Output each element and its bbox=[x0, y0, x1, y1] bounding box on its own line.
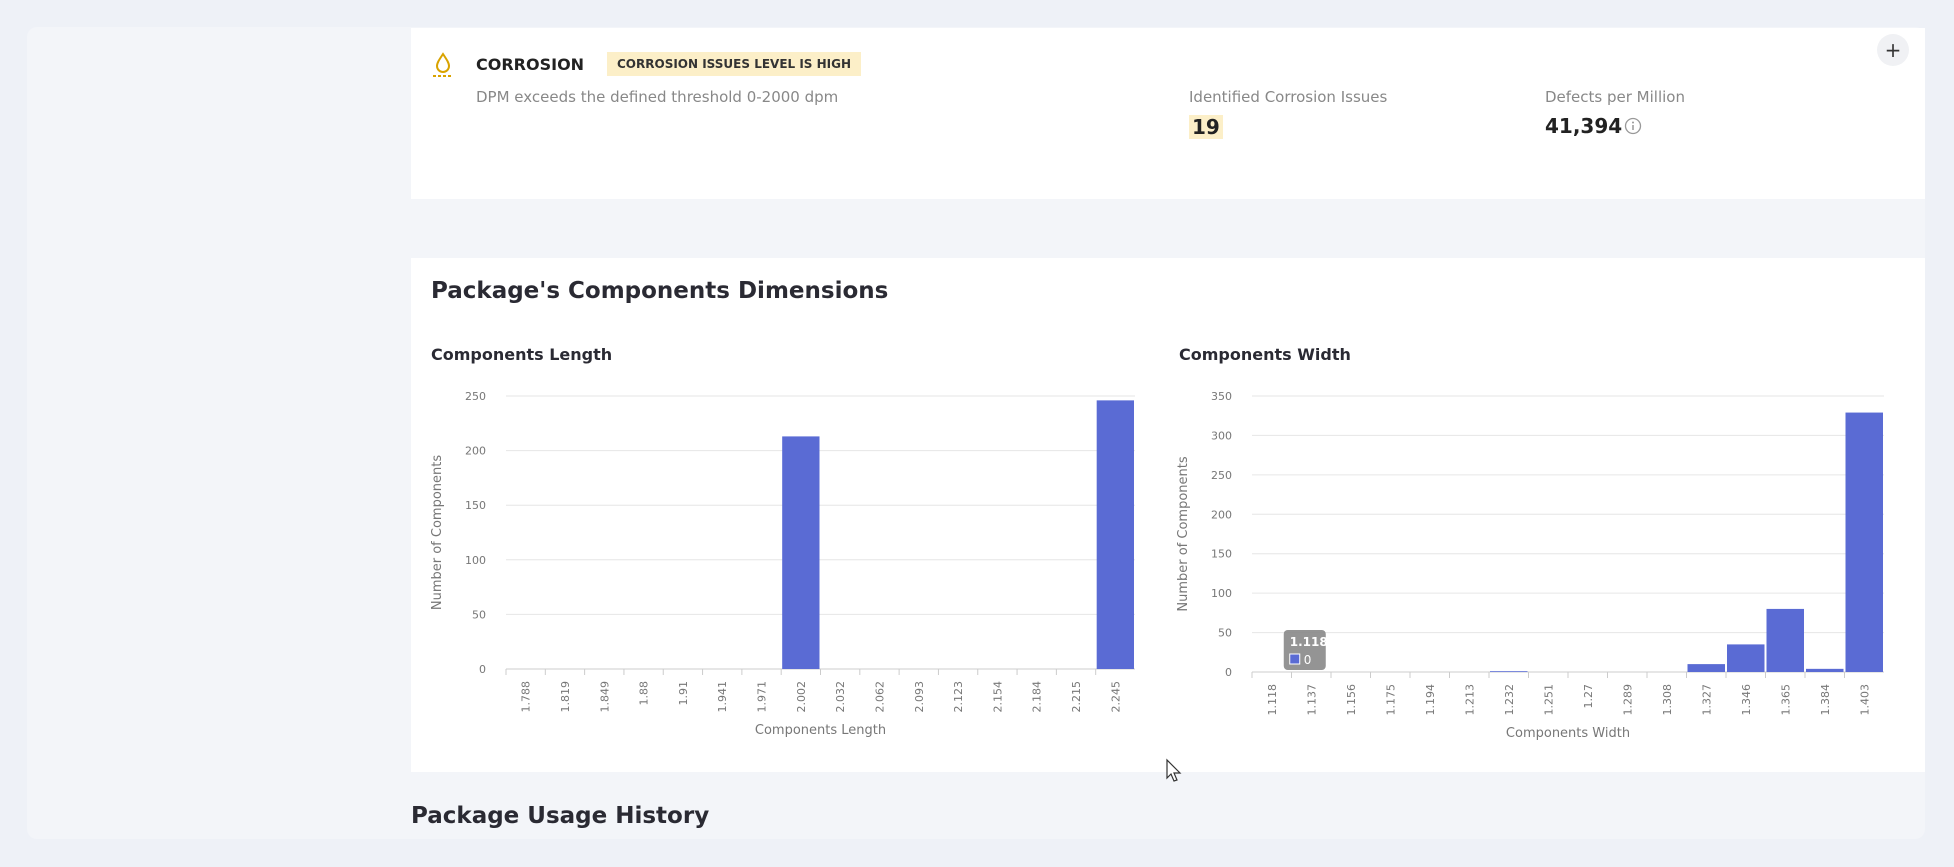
y-tick-label: 250 bbox=[1211, 469, 1232, 482]
add-button[interactable]: + bbox=[1877, 34, 1909, 66]
description: DPM exceeds the defined threshold 0-2000… bbox=[476, 88, 839, 106]
x-tick-label: 1.308 bbox=[1661, 684, 1674, 716]
x-tick-label: 2.093 bbox=[913, 681, 926, 713]
x-tick-label: 1.346 bbox=[1740, 684, 1753, 716]
x-tick-label: 1.232 bbox=[1503, 684, 1516, 716]
x-tick-label: 2.123 bbox=[952, 681, 965, 713]
x-tick-label: 1.156 bbox=[1345, 684, 1358, 716]
x-tick-label: 1.91 bbox=[677, 681, 690, 706]
x-tick-label: 1.327 bbox=[1700, 684, 1713, 716]
tooltip-swatch bbox=[1289, 653, 1301, 665]
y-tick-label: 200 bbox=[1211, 508, 1232, 521]
y-tick-label: 300 bbox=[1211, 429, 1232, 442]
bar bbox=[1096, 400, 1134, 669]
x-tick-label: 1.194 bbox=[1424, 684, 1437, 716]
drop-icon bbox=[433, 52, 453, 77]
x-tick-label: 1.88 bbox=[638, 681, 651, 706]
x-tick-label: 1.819 bbox=[559, 681, 572, 713]
y-tick-label: 0 bbox=[1225, 666, 1232, 679]
x-tick-label: 2.184 bbox=[1031, 681, 1044, 713]
status-badge: CORROSION ISSUES LEVEL IS HIGH bbox=[607, 52, 862, 76]
dpm-label: Defects per Million bbox=[1545, 88, 1685, 106]
y-tick-label: 100 bbox=[465, 554, 486, 567]
y-tick-label: 150 bbox=[1211, 548, 1232, 561]
y-tick-label: 250 bbox=[465, 390, 486, 403]
y-axis-label: Number of Components bbox=[1176, 456, 1191, 611]
x-tick-label: 1.384 bbox=[1819, 684, 1832, 716]
x-tick-label: 2.032 bbox=[834, 681, 847, 713]
x-tick-label: 1.403 bbox=[1858, 684, 1871, 716]
x-tick-label: 2.062 bbox=[873, 681, 886, 713]
dpm-value: 41,394 bbox=[1545, 114, 1623, 138]
bar bbox=[1727, 644, 1765, 672]
dimensions-card bbox=[411, 258, 1925, 772]
x-tick-label: 1.175 bbox=[1384, 684, 1397, 716]
x-tick-label: 2.154 bbox=[991, 681, 1004, 713]
x-tick-label: 1.849 bbox=[598, 681, 611, 713]
corrosion-title: CORROSION bbox=[476, 55, 585, 74]
y-tick-label: 50 bbox=[472, 608, 486, 621]
x-tick-label: 1.213 bbox=[1463, 684, 1476, 716]
bar bbox=[782, 436, 820, 669]
x-tick-label: 1.251 bbox=[1542, 684, 1555, 716]
x-axis-label: Components Width bbox=[1506, 726, 1630, 741]
y-tick-label: 350 bbox=[1211, 390, 1232, 403]
x-tick-label: 1.788 bbox=[520, 681, 533, 713]
tooltip-category: 1.118 bbox=[1290, 635, 1328, 649]
x-tick-label: 1.137 bbox=[1305, 684, 1318, 716]
issues-label: Identified Corrosion Issues bbox=[1189, 88, 1388, 106]
chart-title: Components Length bbox=[431, 345, 612, 364]
y-tick-label: 50 bbox=[1218, 627, 1232, 640]
section-title: Package Usage History bbox=[411, 803, 710, 829]
y-tick-label: 100 bbox=[1211, 587, 1232, 600]
bar bbox=[1687, 664, 1725, 672]
y-axis-label: Number of Components bbox=[430, 455, 445, 610]
info-icon[interactable] bbox=[1624, 117, 1642, 135]
chart-title: Components Width bbox=[1179, 345, 1351, 364]
x-tick-label: 2.002 bbox=[795, 681, 808, 713]
tooltip-value: 0 bbox=[1304, 653, 1312, 667]
x-tick-label: 1.941 bbox=[716, 681, 729, 713]
bar bbox=[1806, 668, 1844, 672]
x-tick-label: 2.215 bbox=[1070, 681, 1083, 713]
x-tick-label: 2.245 bbox=[1109, 681, 1122, 713]
tooltip: 1.118 0 bbox=[1283, 630, 1328, 670]
x-tick-label: 1.365 bbox=[1779, 684, 1792, 716]
bar bbox=[1766, 608, 1804, 672]
x-tick-label: 1.27 bbox=[1582, 684, 1595, 709]
x-axis-label: Components Length bbox=[755, 723, 886, 738]
x-tick-label: 1.289 bbox=[1621, 684, 1634, 716]
x-tick-label: 1.118 bbox=[1266, 684, 1279, 716]
x-tick-label: 1.971 bbox=[756, 681, 769, 713]
cursor bbox=[1166, 758, 1182, 782]
issues-value: 19 bbox=[1189, 115, 1223, 139]
section-title: Package's Components Dimensions bbox=[431, 278, 889, 304]
y-tick-label: 0 bbox=[479, 663, 486, 676]
y-tick-label: 150 bbox=[465, 499, 486, 512]
bar bbox=[1845, 412, 1883, 672]
bar bbox=[1490, 671, 1528, 672]
y-tick-label: 200 bbox=[465, 445, 486, 458]
